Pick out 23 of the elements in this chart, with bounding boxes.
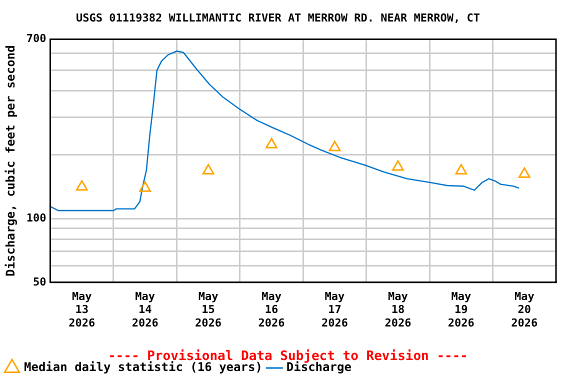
x-tick-label: May 16 2026 xyxy=(258,290,286,330)
y-tick-label: 100 xyxy=(26,211,46,224)
x-tick-label: May 15 2026 xyxy=(195,290,222,330)
point xyxy=(455,164,468,174)
point xyxy=(202,164,214,174)
x-tick-label: May 17 2026 xyxy=(321,290,348,330)
y-tick-label: 700 xyxy=(26,32,46,46)
point xyxy=(76,180,88,191)
point xyxy=(266,138,278,148)
point xyxy=(328,140,341,152)
legend-label: Discharge xyxy=(286,360,352,374)
point xyxy=(392,160,404,171)
x-tick-label: May 20 2026 xyxy=(511,290,538,330)
x-tick-label: May 19 2026 xyxy=(448,290,475,330)
x-tick-label: May 13 2026 xyxy=(68,290,96,330)
legend-label: Median daily statistic (16 years) xyxy=(24,360,262,374)
x-tick-label: May 18 2026 xyxy=(384,290,412,330)
y-tick-label: 50 xyxy=(33,275,46,288)
chart-title: USGS 01119382 WILLIMANTIC RIVER AT MERROW RD. NEAR MERROW, CT xyxy=(76,11,480,24)
x-tick-label: May 14 2026 xyxy=(132,290,159,330)
y-axis-title: Discharge, cubic feet per second xyxy=(3,45,18,276)
point xyxy=(518,167,530,178)
point xyxy=(139,181,152,192)
